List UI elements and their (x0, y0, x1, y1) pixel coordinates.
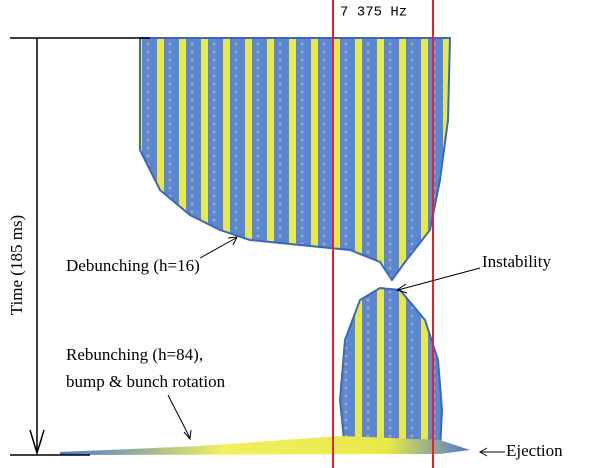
rebunching-label: Rebunching (h=84), (66, 345, 203, 364)
axis-label: Time (185 ms) (7, 215, 26, 315)
arrowhead (395, 283, 408, 294)
ejection-label: Ejection (506, 441, 563, 460)
beam-density-lower (338, 286, 444, 451)
arrow (397, 267, 481, 291)
arrowhead (183, 429, 192, 441)
arrow (199, 237, 237, 259)
arrowhead (478, 447, 488, 457)
axis-arrowhead (29, 429, 45, 456)
debunching-label: Debunching (h=16) (66, 256, 200, 275)
rebunching-label: bump & bunch rotation (66, 372, 226, 391)
beam-density-upper (139, 37, 452, 282)
frequency-label: 7 375 Hz (340, 5, 407, 21)
arrowhead (227, 236, 238, 246)
instability-label: Instability (482, 252, 551, 271)
arrow (167, 394, 191, 439)
beam-streak (60, 436, 470, 455)
label-backdrop (6, 180, 30, 350)
